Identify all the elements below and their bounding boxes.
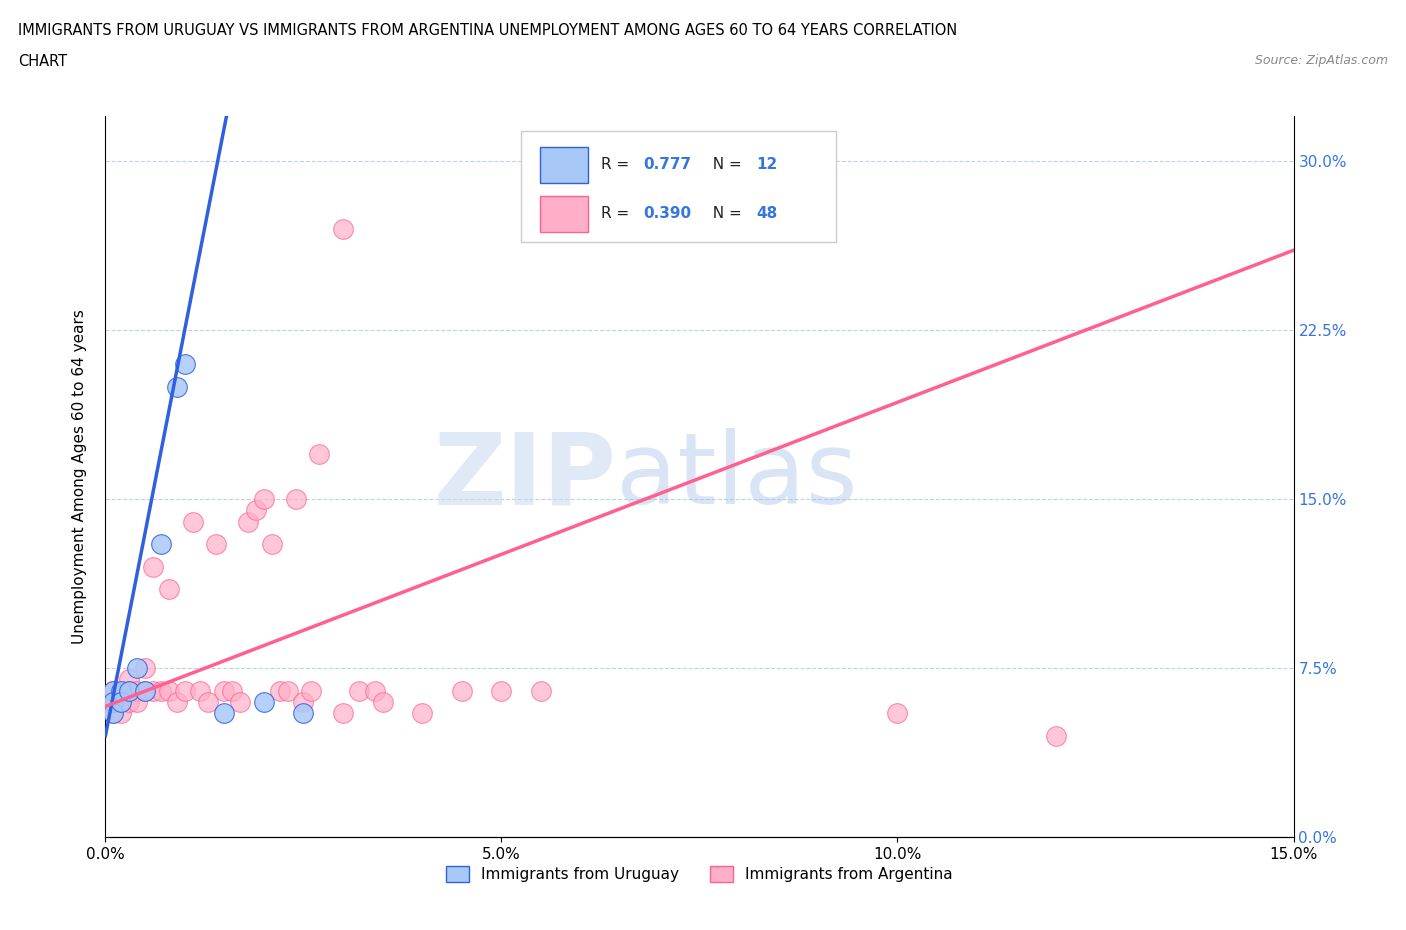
Text: N =: N = bbox=[703, 206, 747, 221]
Point bbox=[411, 706, 433, 721]
Point bbox=[149, 684, 172, 698]
Point bbox=[236, 514, 259, 529]
Point bbox=[134, 684, 156, 698]
Point bbox=[173, 356, 195, 371]
Point bbox=[103, 695, 125, 710]
Legend: Immigrants from Uruguay, Immigrants from Argentina: Immigrants from Uruguay, Immigrants from… bbox=[440, 860, 959, 888]
Point bbox=[166, 695, 188, 710]
Point bbox=[157, 684, 180, 698]
Point bbox=[214, 706, 236, 721]
Point bbox=[253, 492, 276, 507]
Point bbox=[245, 503, 267, 518]
Point bbox=[118, 684, 141, 698]
Point bbox=[253, 695, 276, 710]
Point bbox=[110, 695, 132, 710]
Text: IMMIGRANTS FROM URUGUAY VS IMMIGRANTS FROM ARGENTINA UNEMPLOYMENT AMONG AGES 60 : IMMIGRANTS FROM URUGUAY VS IMMIGRANTS FR… bbox=[18, 23, 957, 38]
Point bbox=[269, 684, 291, 698]
Point bbox=[103, 684, 125, 698]
Point bbox=[142, 684, 165, 698]
Point bbox=[308, 446, 330, 461]
Text: 48: 48 bbox=[756, 206, 778, 221]
Point bbox=[260, 537, 283, 551]
Text: 12: 12 bbox=[756, 157, 778, 172]
Point bbox=[118, 684, 141, 698]
Point bbox=[103, 706, 125, 721]
Point bbox=[371, 695, 394, 710]
Point bbox=[332, 706, 354, 721]
Point bbox=[110, 706, 132, 721]
Point bbox=[127, 684, 149, 698]
Point bbox=[229, 695, 252, 710]
Point bbox=[110, 684, 132, 698]
Point bbox=[118, 695, 141, 710]
Point bbox=[292, 695, 315, 710]
Point bbox=[110, 695, 132, 710]
Point bbox=[157, 582, 180, 597]
Text: CHART: CHART bbox=[18, 54, 67, 69]
Point bbox=[530, 684, 553, 698]
Point bbox=[284, 492, 307, 507]
FancyBboxPatch shape bbox=[540, 147, 588, 182]
Point bbox=[347, 684, 370, 698]
Text: 0.390: 0.390 bbox=[644, 206, 692, 221]
Point bbox=[299, 684, 322, 698]
Point bbox=[190, 684, 212, 698]
Point bbox=[110, 684, 132, 698]
Point bbox=[1045, 728, 1067, 743]
Text: R =: R = bbox=[600, 157, 634, 172]
Point bbox=[173, 684, 195, 698]
FancyBboxPatch shape bbox=[522, 130, 837, 243]
Y-axis label: Unemployment Among Ages 60 to 64 years: Unemployment Among Ages 60 to 64 years bbox=[72, 309, 87, 644]
Point bbox=[103, 684, 125, 698]
Point bbox=[166, 379, 188, 394]
Text: 0.777: 0.777 bbox=[644, 157, 692, 172]
Point bbox=[214, 684, 236, 698]
Point bbox=[292, 706, 315, 721]
Point bbox=[127, 660, 149, 675]
Text: R =: R = bbox=[600, 206, 634, 221]
Point bbox=[221, 684, 243, 698]
Text: ZIP: ZIP bbox=[433, 428, 616, 525]
Point bbox=[134, 660, 156, 675]
Point bbox=[134, 684, 156, 698]
Text: Source: ZipAtlas.com: Source: ZipAtlas.com bbox=[1254, 54, 1388, 67]
Point bbox=[886, 706, 908, 721]
Text: N =: N = bbox=[703, 157, 747, 172]
Point bbox=[103, 706, 125, 721]
Point bbox=[103, 695, 125, 710]
Point bbox=[450, 684, 472, 698]
FancyBboxPatch shape bbox=[540, 196, 588, 232]
Point bbox=[118, 671, 141, 686]
Point bbox=[181, 514, 204, 529]
Point bbox=[332, 221, 354, 236]
Point bbox=[197, 695, 219, 710]
Point bbox=[127, 695, 149, 710]
Point bbox=[142, 559, 165, 574]
Point bbox=[491, 684, 513, 698]
Text: atlas: atlas bbox=[616, 428, 858, 525]
Point bbox=[149, 537, 172, 551]
Point bbox=[277, 684, 299, 698]
Point bbox=[205, 537, 228, 551]
Point bbox=[364, 684, 387, 698]
